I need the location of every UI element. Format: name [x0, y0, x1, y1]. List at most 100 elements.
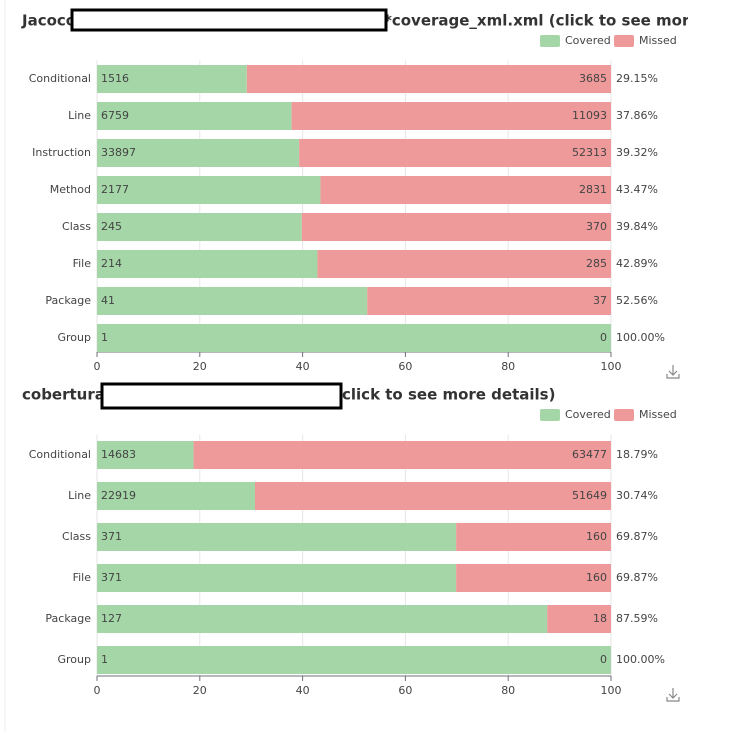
download-icon — [666, 365, 680, 379]
missed-label: 160 — [586, 530, 607, 543]
x-tick-label: 0 — [94, 684, 101, 697]
covered-label: 2177 — [101, 183, 129, 196]
y-tick-label: Instruction — [32, 146, 91, 159]
title: cobertura: click to see more details) — [22, 386, 555, 404]
y-tick-label: Package — [45, 294, 91, 307]
percent-label: 39.32% — [616, 146, 658, 159]
bar-segment — [97, 139, 300, 167]
x-tick-label: 0 — [94, 360, 101, 373]
y-tick-label: File — [73, 257, 92, 270]
covered-label: 1 — [101, 331, 108, 344]
bar-segment — [456, 564, 611, 592]
bar-segment — [301, 213, 611, 241]
bar-segment — [97, 646, 611, 674]
percent-label: 87.59% — [616, 612, 658, 625]
y-tick-label: Class — [62, 220, 91, 233]
covered-label: 14683 — [101, 448, 136, 461]
bar-segment — [97, 176, 321, 204]
x-tick-label: 100 — [601, 684, 622, 697]
bar-segment — [97, 482, 255, 510]
percent-label: 30.74% — [616, 489, 658, 502]
y-tick-label: File — [73, 571, 92, 584]
legend-swatch — [614, 409, 634, 421]
covered-label: 1 — [101, 653, 108, 666]
y-tick-label: Package — [45, 612, 91, 625]
percent-label: 69.87% — [616, 530, 658, 543]
covered-label: 214 — [101, 257, 122, 270]
covered-label: 1516 — [101, 72, 129, 85]
x-tick-label: 20 — [193, 684, 207, 697]
bar-segment — [299, 139, 611, 167]
percent-label: 18.79% — [616, 448, 658, 461]
x-tick-label: 60 — [398, 684, 412, 697]
title-suffix: click to see more details) — [342, 386, 555, 404]
x-tick-label: 60 — [398, 360, 412, 373]
bar-segment — [97, 441, 194, 469]
y-tick-label: Method — [50, 183, 91, 196]
covered-label: 127 — [101, 612, 122, 625]
percent-label: 29.15% — [616, 72, 658, 85]
missed-label: 2831 — [579, 183, 607, 196]
percent-label: 37.86% — [616, 109, 658, 122]
missed-label: 18 — [593, 612, 607, 625]
bar-segment — [97, 564, 457, 592]
title-prefix: cobertura: — [22, 386, 111, 404]
redaction-box — [70, 8, 388, 32]
bar-segment — [97, 102, 292, 130]
legend-label: Covered — [565, 408, 611, 421]
covered-label: 245 — [101, 220, 122, 233]
percent-label: 39.84% — [616, 220, 658, 233]
x-tick-label: 100 — [601, 360, 622, 373]
percent-label: 100.00% — [616, 331, 665, 344]
missed-label: 63477 — [572, 448, 607, 461]
percent-label: 100.00% — [616, 653, 665, 666]
y-tick-label: Group — [58, 653, 92, 666]
bar-segment — [246, 65, 611, 93]
title: Jacoco *coverage_xml.xml (click to see mo… — [21, 12, 726, 30]
bar-segment — [97, 65, 247, 93]
percent-label: 43.47% — [616, 183, 658, 196]
y-tick-label: Conditional — [29, 72, 91, 85]
missed-label: 160 — [586, 571, 607, 584]
percent-label: 52.56% — [616, 294, 658, 307]
legend-swatch — [540, 35, 560, 47]
covered-label: 22919 — [101, 489, 136, 502]
bar-segment — [193, 441, 611, 469]
covered-label: 41 — [101, 294, 115, 307]
missed-label: 52313 — [572, 146, 607, 159]
covered-label: 371 — [101, 530, 122, 543]
y-tick-label: Class — [62, 530, 91, 543]
y-tick-label: Line — [68, 109, 91, 122]
missed-label: 0 — [600, 331, 607, 344]
legend-label: Missed — [639, 34, 677, 47]
covered-label: 371 — [101, 571, 122, 584]
missed-label: 3685 — [579, 72, 607, 85]
legend-label: Missed — [639, 408, 677, 421]
y-tick-label: Line — [68, 489, 91, 502]
x-tick-label: 40 — [296, 684, 310, 697]
legend-swatch — [540, 409, 560, 421]
bar-segment — [254, 482, 612, 510]
title-suffix: *coverage_xml.xml (click to see more de — [384, 12, 726, 30]
missed-label: 37 — [593, 294, 607, 307]
y-tick-label: Group — [58, 331, 92, 344]
legend-swatch — [614, 35, 634, 47]
covered-label: 6759 — [101, 109, 129, 122]
x-tick-label: 80 — [501, 684, 515, 697]
x-tick-label: 40 — [296, 360, 310, 373]
bar-segment — [320, 176, 611, 204]
bar-segment — [97, 523, 457, 551]
missed-label: 285 — [586, 257, 607, 270]
bar-segment — [97, 250, 318, 278]
legend-label: Covered — [565, 34, 611, 47]
download-icon — [666, 688, 680, 702]
percent-label: 69.87% — [616, 571, 658, 584]
bar-segment — [367, 287, 611, 315]
missed-label: 0 — [600, 653, 607, 666]
bar-segment — [97, 287, 368, 315]
x-tick-label: 80 — [501, 360, 515, 373]
bar-segment — [547, 605, 611, 633]
bar-segment — [291, 102, 611, 130]
redaction-box — [100, 382, 343, 410]
